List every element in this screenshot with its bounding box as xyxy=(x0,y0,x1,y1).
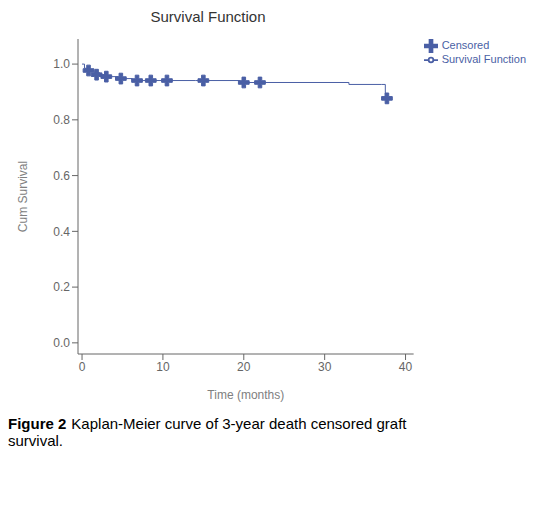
svg-text:0.2: 0.2 xyxy=(53,280,70,294)
svg-text:1.0: 1.0 xyxy=(53,57,70,71)
svg-text:Time (months): Time (months) xyxy=(207,388,284,402)
svg-text:0.4: 0.4 xyxy=(53,225,70,239)
html-text:Censored: Censored xyxy=(441,39,490,51)
svg-text:0: 0 xyxy=(79,360,86,374)
svg-text:0.0: 0.0 xyxy=(53,336,70,350)
html-text:Survival Function: Survival Function xyxy=(441,53,526,66)
svg-text:10: 10 xyxy=(156,360,170,374)
html-text:Survival Function: Survival Function xyxy=(150,8,266,25)
svg-text:0.8: 0.8 xyxy=(53,113,70,127)
svg-text:30: 30 xyxy=(318,360,332,374)
svg-text:40: 40 xyxy=(399,360,413,374)
svg-text:20: 20 xyxy=(237,360,251,374)
svg-text:Cum Survival: Cum Survival xyxy=(16,161,30,232)
svg-text:0.6: 0.6 xyxy=(53,169,70,183)
html-text:Figure 2 Kaplan-Meier curve of: Figure 2 Kaplan-Meier curve of 3-year de… xyxy=(8,415,407,449)
